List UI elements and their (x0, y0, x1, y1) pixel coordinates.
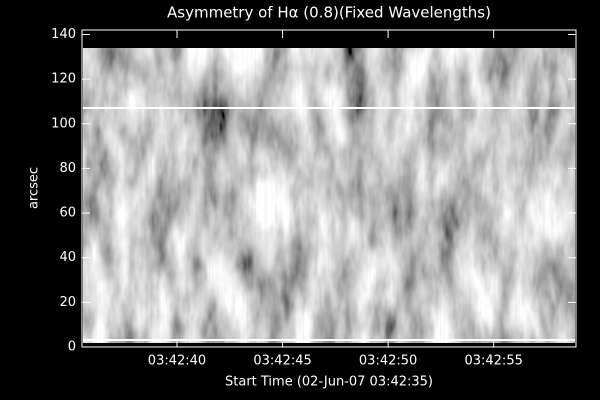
image (83, 48, 575, 343)
x-tick-label: 03:42:55 (464, 354, 522, 369)
y-axis-label: arcsec (27, 167, 42, 209)
y-tick-label: 100 (51, 116, 76, 131)
y-tick-label: 120 (51, 72, 76, 87)
y-tick-label: 60 (59, 206, 76, 221)
plot-frame (81, 29, 577, 348)
x-tick-label: 03:42:45 (253, 354, 311, 369)
chart-title: Asymmetry of Hα (0.8)(Fixed Wavelengths) (167, 4, 491, 22)
y-tick-label: 140 (51, 27, 76, 42)
image-streaks (83, 48, 575, 343)
y-tick-label: 0 (68, 340, 76, 355)
x-axis-label: Start Time (02-Jun-07 03:42:35) (225, 375, 433, 390)
y-tick-label: 40 (59, 250, 76, 265)
y-tick-label: 20 (59, 295, 76, 310)
x-tick-label: 03:42:50 (359, 354, 417, 369)
x-tick-label: 03:42:40 (148, 354, 206, 369)
y-tick-label: 80 (59, 161, 76, 176)
